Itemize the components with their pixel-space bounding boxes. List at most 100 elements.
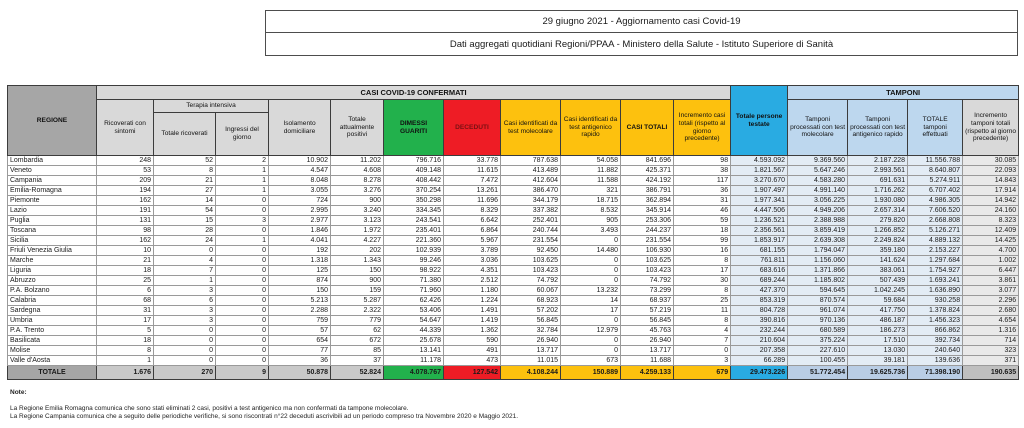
value-cell: 54.647: [383, 315, 444, 326]
value-cell: 131: [96, 215, 154, 226]
table-row: Abruzzo 25 1 0 874 900 71.380 2.512 74.792 0 74.79…: [7, 275, 1020, 286]
value-cell: 1.318: [268, 255, 331, 266]
region-name: Molise: [7, 345, 97, 356]
header-dimessi-guariti: DIMESSI GUARITI: [383, 99, 444, 156]
value-cell: 44.339: [383, 325, 444, 336]
value-cell: 689.244: [730, 275, 789, 286]
value-cell: 1.002: [962, 255, 1020, 266]
value-cell: 4.041: [268, 235, 331, 246]
value-cell: 0: [560, 265, 621, 276]
value-cell: 53.406: [383, 305, 444, 316]
value-cell: 486.187: [847, 315, 909, 326]
value-cell: 804.728: [730, 305, 789, 316]
value-cell: 1.419: [443, 315, 501, 326]
header-group-casi-confermati: CASI COVID-19 CONFERMATI: [95, 85, 732, 100]
value-cell: 10.902: [268, 155, 331, 166]
value-cell: 57.202: [500, 305, 561, 316]
value-cell: 202: [330, 245, 384, 256]
value-cell: 1: [215, 165, 269, 176]
note-emilia-romagna: La Regione Emilia Romagna comunica che s…: [10, 405, 409, 413]
value-cell: 11: [672, 305, 732, 316]
value-cell: 8.278: [330, 175, 384, 186]
value-cell: 17: [672, 265, 732, 276]
table-row: P.A. Trento 5 0 0 57 62 44.339 1.362 32.784 12.97…: [7, 325, 1020, 336]
value-cell: 683.616: [730, 265, 789, 276]
region-name: Sardegna: [7, 305, 97, 316]
value-cell: 11.588: [560, 175, 621, 186]
value-cell: 1.853.917: [730, 235, 789, 246]
region-name: Puglia: [7, 215, 97, 226]
value-cell: 100.455: [787, 355, 849, 366]
value-cell: 4.447.506: [730, 205, 789, 216]
value-cell: 13.232: [560, 285, 621, 296]
region-name: Sicilia: [7, 235, 97, 246]
header-casi-totali: CASI TOTALI: [620, 99, 674, 156]
value-cell: 0: [153, 345, 216, 356]
table-row: Sicilia 162 24 1 4.041 4.227 221.360 5.967 231.5…: [7, 235, 1020, 246]
value-cell: 2.977: [268, 215, 331, 226]
value-cell: 0: [215, 335, 269, 346]
value-cell: 106.930: [620, 245, 674, 256]
value-cell: 787.638: [500, 155, 561, 166]
value-cell: 1.456.323: [907, 315, 964, 326]
value-cell: 2.296: [962, 295, 1020, 306]
value-cell: 192: [268, 245, 331, 256]
value-cell: 141.624: [847, 255, 909, 266]
value-cell: 2.153.227: [907, 245, 964, 256]
value-cell: 30: [672, 275, 732, 286]
header-ingressi-giorno: Ingressi del giorno: [215, 112, 269, 156]
value-cell: 3.859.419: [787, 225, 849, 236]
value-cell: 2.187.228: [847, 155, 909, 166]
value-cell: 232.244: [730, 325, 789, 336]
value-cell: 425.371: [620, 165, 674, 176]
value-cell: 18: [672, 225, 732, 236]
value-cell: 3.036: [443, 255, 501, 266]
value-cell: 240.744: [500, 225, 561, 236]
value-cell: 8.048: [268, 175, 331, 186]
value-cell: 427.370: [730, 285, 789, 296]
value-cell: 36: [268, 355, 331, 366]
total-value-cell: 190.635: [962, 365, 1020, 380]
value-cell: 13.030: [847, 345, 909, 356]
value-cell: 1.343: [330, 255, 384, 266]
value-cell: 2.680: [962, 305, 1020, 316]
total-value-cell: 679: [672, 365, 732, 380]
table-row: Calabria 68 6 0 5.213 5.287 62.426 1.224 68.923 1…: [7, 295, 1020, 306]
value-cell: 191: [96, 205, 154, 216]
value-cell: 15: [153, 215, 216, 226]
value-cell: 870.574: [787, 295, 849, 306]
value-cell: 1.491: [443, 305, 501, 316]
value-cell: 1: [215, 185, 269, 196]
value-cell: 3: [215, 215, 269, 226]
value-cell: 3: [153, 305, 216, 316]
value-cell: 103.423: [620, 265, 674, 276]
value-cell: 194: [96, 185, 154, 196]
value-cell: 8.329: [443, 205, 501, 216]
value-cell: 244.237: [620, 225, 674, 236]
table-row: Valle d'Aosta 1 0 0 36 37 11.178 473 11.015 673 11…: [7, 355, 1020, 366]
table-header: REGIONE CASI COVID-19 CONFERMATI Totale …: [7, 85, 1020, 156]
table-row: Molise 8 0 0 77 85 13.141 491 13.717 0 13.717 0 207.…: [7, 345, 1020, 356]
region-name: Liguria: [7, 265, 97, 276]
value-cell: 27: [153, 185, 216, 196]
value-cell: 2.639.308: [787, 235, 849, 246]
table-row: Basilicata 18 0 0 654 672 25.678 590 26.940 0 26.9…: [7, 335, 1020, 346]
value-cell: 0: [215, 265, 269, 276]
value-cell: 24: [153, 235, 216, 246]
value-cell: 8: [672, 285, 732, 296]
header-regione: REGIONE: [7, 85, 97, 156]
value-cell: 1.180: [443, 285, 501, 296]
value-cell: 409.148: [383, 165, 444, 176]
value-cell: 139.636: [907, 355, 964, 366]
value-cell: 1.362: [443, 325, 501, 336]
value-cell: 4.986.305: [907, 195, 964, 206]
header-incremento-tamponi: Incremento tamponi totali (rispetto al g…: [962, 99, 1020, 156]
value-cell: 32.784: [500, 325, 561, 336]
value-cell: 3.240: [330, 205, 384, 216]
value-cell: 672: [330, 335, 384, 346]
value-cell: 5.287: [330, 295, 384, 306]
value-cell: 25: [672, 295, 732, 306]
value-cell: 1.636.890: [907, 285, 964, 296]
value-cell: 1.224: [443, 295, 501, 306]
table-row: Piemonte 162 14 0 724 900 350.298 11.696 344.179…: [7, 195, 1020, 206]
